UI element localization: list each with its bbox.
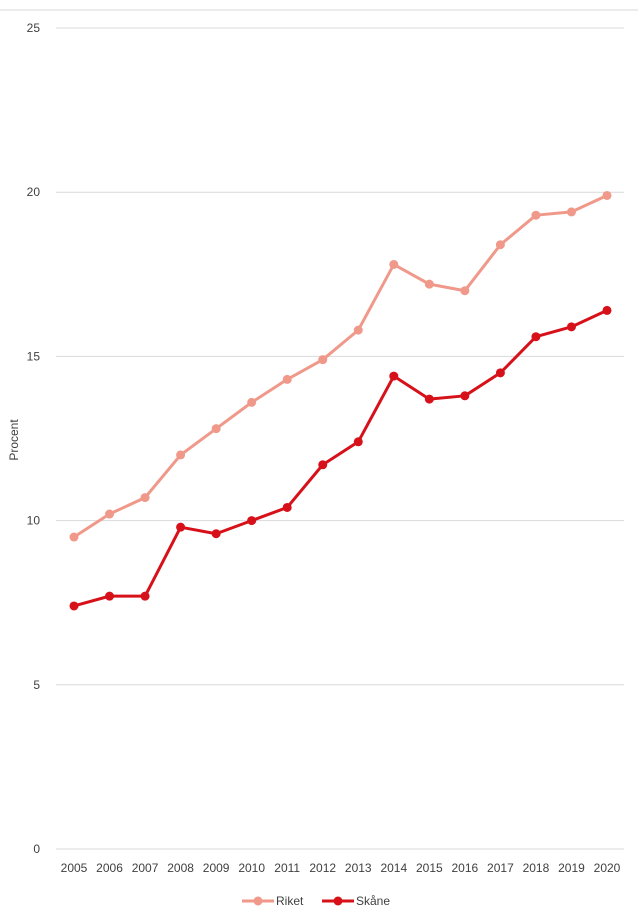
series-riket xyxy=(69,190,612,542)
series-line xyxy=(72,193,609,539)
y-tick-label: 0 xyxy=(33,842,40,856)
data-point xyxy=(176,522,186,532)
data-point xyxy=(69,601,79,611)
data-point xyxy=(318,460,328,470)
data-point xyxy=(460,286,470,296)
data-point xyxy=(318,355,328,365)
data-point xyxy=(282,502,292,512)
data-point xyxy=(140,493,150,503)
data-point xyxy=(602,305,612,315)
data-point xyxy=(531,210,541,220)
x-axis-ticks: 2005 2006 2007 2008 2009 2010 2011 2012 2013 2014… xyxy=(61,861,621,875)
y-axis-ticks: 0 5 10 15 20 25 xyxy=(27,21,41,856)
x-tick-label: 2012 xyxy=(309,861,336,875)
series-skåne xyxy=(69,305,612,611)
legend-marker-icon xyxy=(333,896,343,906)
x-tick-label: 2011 xyxy=(274,861,300,875)
data-point xyxy=(424,279,434,289)
x-tick-label: 2016 xyxy=(452,861,479,875)
legend: Riket Skåne xyxy=(242,894,390,908)
data-point xyxy=(495,368,505,378)
series-line xyxy=(72,308,609,608)
legend-label: Riket xyxy=(276,894,304,908)
gridlines xyxy=(56,27,624,850)
x-tick-label: 2017 xyxy=(487,861,514,875)
series-lines xyxy=(69,190,612,611)
data-point xyxy=(69,532,79,542)
legend-item: Skåne xyxy=(322,894,390,908)
y-axis-label: Procent xyxy=(7,419,21,461)
data-point xyxy=(566,207,576,217)
data-point xyxy=(247,397,257,407)
y-tick-label: 5 xyxy=(33,678,40,692)
x-tick-label: 2014 xyxy=(380,861,407,875)
data-point xyxy=(176,450,186,460)
data-point xyxy=(105,591,115,601)
data-point xyxy=(460,391,470,401)
legend-marker-icon xyxy=(253,896,263,906)
x-tick-label: 2008 xyxy=(167,861,194,875)
x-tick-label: 2019 xyxy=(558,861,585,875)
x-tick-label: 2007 xyxy=(132,861,159,875)
data-point xyxy=(424,394,434,404)
y-tick-label: 25 xyxy=(27,21,41,35)
legend-item: Riket xyxy=(242,894,304,908)
data-point xyxy=(389,371,399,381)
data-point xyxy=(282,374,292,384)
x-tick-label: 2009 xyxy=(203,861,230,875)
data-point xyxy=(531,332,541,342)
data-point xyxy=(389,259,399,269)
y-tick-label: 15 xyxy=(27,349,41,363)
data-point xyxy=(353,437,363,447)
y-tick-label: 20 xyxy=(27,185,41,199)
data-point xyxy=(247,516,257,526)
x-tick-label: 2010 xyxy=(238,861,265,875)
data-point xyxy=(105,509,115,519)
data-point xyxy=(602,190,612,200)
data-point xyxy=(211,529,221,539)
data-point xyxy=(140,591,150,601)
x-tick-label: 2013 xyxy=(345,861,372,875)
data-point xyxy=(211,424,221,434)
x-tick-label: 2015 xyxy=(416,861,443,875)
x-tick-label: 2020 xyxy=(594,861,621,875)
x-tick-label: 2005 xyxy=(61,861,88,875)
legend-label: Skåne xyxy=(356,894,390,908)
data-point xyxy=(566,322,576,332)
x-tick-label: 2018 xyxy=(523,861,550,875)
data-point xyxy=(353,325,363,335)
y-tick-label: 10 xyxy=(27,514,41,528)
x-tick-label: 2006 xyxy=(96,861,123,875)
data-point xyxy=(495,240,505,250)
